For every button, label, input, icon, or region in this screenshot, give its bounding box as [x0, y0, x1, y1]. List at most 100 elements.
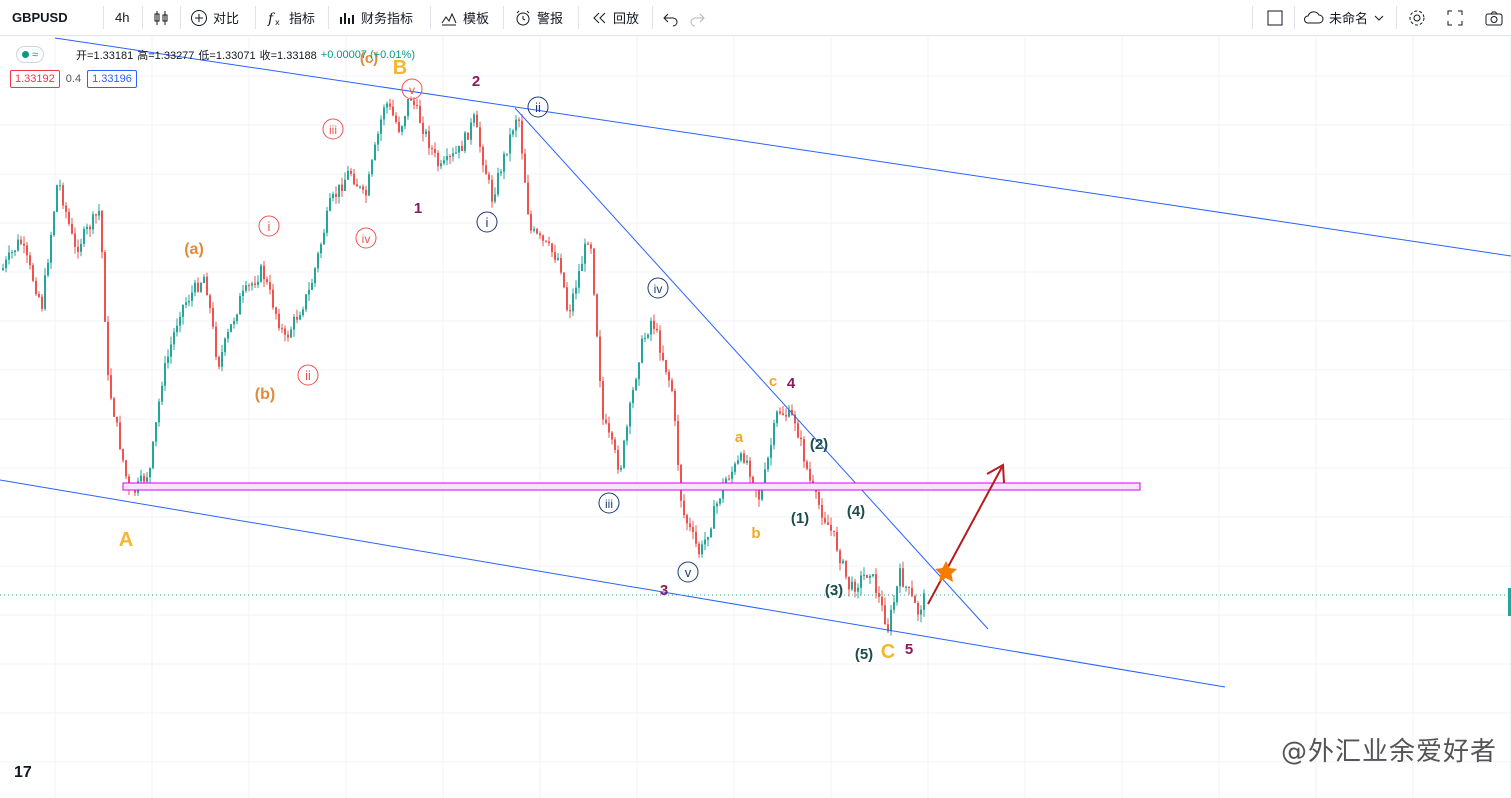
wave-label-3[interactable]: 3 — [660, 582, 668, 599]
wave-label-2[interactable]: 2 — [472, 73, 480, 90]
screenshot-button[interactable] — [1484, 0, 1504, 35]
candle-body — [293, 316, 295, 330]
symbol-search-button[interactable]: GBPUSD — [12, 10, 68, 25]
wave-label-1[interactable]: 1 — [414, 200, 422, 217]
candle-body — [371, 160, 373, 175]
wave-label-5[interactable]: 5 — [905, 641, 913, 658]
candle-body — [848, 576, 850, 590]
legend-toggle[interactable]: ≈ — [16, 46, 45, 63]
wave-circle-r-i[interactable] — [258, 215, 280, 237]
price-chart[interactable]: A B C (a) (b) (c) i ii iii iv v i ii iii… — [0, 36, 1511, 798]
candle-body — [197, 282, 199, 292]
candle-body — [854, 581, 856, 592]
support-zone[interactable] — [122, 482, 1141, 491]
bid-price-button[interactable]: 1.33192 — [10, 70, 60, 88]
candle-body — [65, 205, 67, 212]
candle-body — [26, 245, 28, 256]
wave-label-b[interactable]: b — [751, 525, 760, 542]
wave-circle-b-ii[interactable] — [527, 96, 549, 118]
candle-body — [617, 449, 619, 470]
candle-body — [569, 310, 571, 312]
candle-body — [308, 289, 310, 295]
redo-button[interactable] — [688, 0, 706, 35]
watermark-text: @外汇业余爱好者 — [1280, 737, 1497, 767]
candle-body — [839, 550, 841, 564]
candle-body — [77, 246, 79, 252]
wave-label-w1[interactable]: (1) — [791, 510, 809, 527]
templates-button[interactable]: 模板 — [440, 0, 489, 35]
candle-body — [260, 265, 262, 282]
wave-label-b-iv: iv — [654, 282, 663, 296]
legend-high: 高=1.33277 — [137, 49, 195, 62]
candle-body — [737, 460, 739, 464]
candle-body — [122, 448, 124, 461]
candle-body — [914, 596, 916, 603]
candle-body — [212, 308, 214, 327]
wave-label-w5[interactable]: (5) — [855, 646, 873, 663]
wave-circle-b-i[interactable] — [476, 211, 498, 233]
wave-label-C[interactable]: C — [881, 641, 895, 663]
wave-circle-b-v[interactable] — [677, 561, 699, 583]
wave-label-c[interactable]: c — [769, 373, 777, 390]
fullscreen-button[interactable] — [1446, 0, 1464, 35]
undo-button[interactable] — [662, 0, 680, 35]
financials-button[interactable]: 财务指标 — [338, 0, 413, 35]
candle-body — [452, 153, 454, 157]
interval-button[interactable]: 4h — [115, 10, 130, 25]
candle-body — [392, 106, 394, 116]
layout-toggle-button[interactable] — [1266, 0, 1284, 35]
wave-label-A[interactable]: A — [119, 529, 133, 551]
candle-body — [44, 275, 46, 309]
compare-button[interactable]: 对比 — [190, 0, 239, 35]
redo-icon — [690, 13, 705, 26]
layout-name-button[interactable]: 未命名 — [1302, 0, 1385, 35]
ask-price-button[interactable]: 1.33196 — [87, 70, 137, 88]
settings-button[interactable] — [1407, 0, 1427, 35]
forecast-arrowhead — [986, 463, 1005, 484]
candle-body — [134, 490, 136, 493]
candle-body — [623, 440, 625, 468]
wave-label-pb[interactable]: (b) — [255, 386, 275, 403]
candle-body — [506, 153, 508, 155]
candle-body — [866, 574, 868, 578]
candle-body — [320, 244, 322, 254]
chart-type-button[interactable] — [152, 0, 170, 35]
wave-label-pc[interactable]: (c) — [360, 50, 378, 67]
channel-lower-line[interactable] — [0, 479, 1226, 688]
wave-label-pa[interactable]: (a) — [184, 241, 204, 258]
wave-label-w4[interactable]: (4) — [847, 503, 865, 520]
candle-body — [242, 290, 244, 297]
wave-label-w2[interactable]: (2) — [810, 436, 828, 453]
wave-circle-b-iv[interactable] — [647, 277, 669, 299]
star-icon[interactable] — [935, 561, 957, 582]
candle-body — [602, 380, 604, 420]
candle-body — [683, 500, 685, 516]
tradingview-logo[interactable]: 17 — [14, 764, 32, 781]
wave-circle-r-iv[interactable] — [355, 227, 377, 249]
candle-body — [83, 228, 85, 244]
wave-circle-r-iii[interactable] — [322, 118, 344, 140]
wave-label-B[interactable]: B — [393, 57, 407, 79]
wave-circle-r-v[interactable] — [401, 78, 423, 100]
wave-circle-b-iii[interactable] — [598, 492, 620, 514]
wave-circle-r-ii[interactable] — [297, 364, 319, 386]
wave-label-a[interactable]: a — [735, 429, 744, 446]
wave-label-4[interactable]: 4 — [787, 375, 796, 392]
candle-body — [845, 560, 847, 577]
candle-body — [182, 304, 184, 317]
candle-body — [161, 385, 163, 402]
alert-button[interactable]: 警报 — [514, 0, 563, 35]
candle-body — [353, 173, 355, 185]
channel-upper-line[interactable] — [54, 37, 1511, 257]
candle-body — [836, 531, 838, 551]
replay-button[interactable]: 回放 — [590, 0, 639, 35]
candle-body — [518, 119, 520, 121]
wave-label-b-iii: iii — [605, 497, 613, 511]
candle-body — [221, 352, 223, 367]
candle-body — [620, 467, 622, 470]
downtrend-line[interactable] — [514, 107, 989, 630]
candle-body — [716, 503, 718, 507]
wave-label-w3[interactable]: (3) — [825, 582, 843, 599]
